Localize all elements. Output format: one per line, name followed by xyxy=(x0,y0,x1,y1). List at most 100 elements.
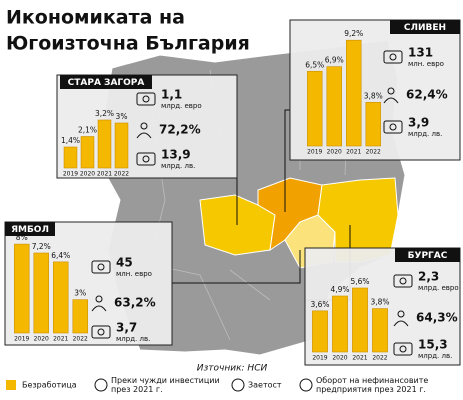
icon xyxy=(142,95,150,103)
icon xyxy=(136,132,152,139)
icon xyxy=(97,328,105,336)
bar xyxy=(72,299,88,334)
panel-title: ЯМБОЛ xyxy=(11,225,49,235)
icon xyxy=(91,260,111,274)
bar xyxy=(33,252,49,334)
x-tick-label: 2020 xyxy=(327,149,342,156)
value-label: 1,4% xyxy=(61,136,80,145)
x-tick-label: 2020 xyxy=(34,336,49,343)
bar xyxy=(114,122,129,169)
value-label: 5,6% xyxy=(350,277,369,286)
x-tick-label: 2021 xyxy=(97,171,112,178)
legend-label: предприятия през 2021 г. xyxy=(316,385,426,394)
icon xyxy=(95,295,103,303)
stat-value: 45 xyxy=(116,256,133,270)
bar xyxy=(53,261,69,334)
bar xyxy=(326,66,342,147)
x-tick-label: 2020 xyxy=(332,355,347,362)
connector xyxy=(172,250,301,284)
panel-header xyxy=(395,248,460,262)
icon xyxy=(397,310,405,318)
stat-unit: млрд. евро xyxy=(161,102,202,110)
bar xyxy=(80,136,95,169)
value-label: 9,2% xyxy=(344,29,363,38)
value-label: 3% xyxy=(116,112,128,121)
x-tick-label: 2019 xyxy=(63,171,78,178)
icon xyxy=(136,152,156,166)
value-label: 3,6% xyxy=(310,300,329,309)
panel-header xyxy=(5,222,55,236)
value-label: 7,2% xyxy=(32,242,51,251)
panel-header xyxy=(390,20,460,34)
icon xyxy=(383,120,403,134)
bar xyxy=(14,243,30,334)
x-tick-label: 2020 xyxy=(80,171,95,178)
legend-icon xyxy=(299,378,313,392)
bar xyxy=(307,70,323,147)
value-label: 3% xyxy=(74,289,86,298)
stat-value: 3,9 xyxy=(408,116,429,130)
icon xyxy=(393,320,409,327)
icon xyxy=(91,305,107,312)
panel-title: СТАРА ЗАГОРА xyxy=(68,78,145,88)
icon xyxy=(140,122,148,130)
x-tick-label: 2022 xyxy=(372,355,387,362)
panel-title: СЛИВЕН xyxy=(404,23,446,33)
legend-swatch xyxy=(6,380,16,390)
legend-label: Преки чужди инвестиции xyxy=(111,376,220,385)
stat-unit: млрд. лв. xyxy=(418,352,452,360)
stat-value: 1,1 xyxy=(161,88,182,102)
stat-unit: млрд. лв. xyxy=(161,162,195,170)
icon xyxy=(142,155,150,163)
icon xyxy=(91,325,111,339)
stat-value: 63,2% xyxy=(114,296,156,310)
value-label: 4,9% xyxy=(330,285,349,294)
x-tick-label: 2019 xyxy=(14,336,29,343)
icon xyxy=(399,345,407,353)
stat-value: 64,3% xyxy=(416,311,458,325)
panel-header xyxy=(60,75,152,89)
stat-value: 3,7 xyxy=(116,321,137,335)
icon xyxy=(383,97,399,104)
stat-unit: млрд. евро xyxy=(418,284,459,292)
bar xyxy=(372,308,388,353)
stat-unit: млрд. лв. xyxy=(408,130,442,138)
icon xyxy=(393,342,413,356)
stat-unit: млн. евро xyxy=(116,270,152,278)
x-tick-label: 2019 xyxy=(312,355,327,362)
icon xyxy=(389,123,397,131)
legend-label: през 2021 г. xyxy=(111,385,163,394)
stat-value: 2,3 xyxy=(418,270,439,284)
value-label: 6,4% xyxy=(51,251,70,260)
source: Източник: НСИ xyxy=(197,364,268,374)
title-line: Югоизточна България xyxy=(6,33,250,55)
legend-icon xyxy=(94,378,108,392)
value-label: 3,8% xyxy=(364,91,383,100)
legend-label: Безработица xyxy=(22,381,77,390)
bar xyxy=(312,310,328,353)
x-tick-label: 2022 xyxy=(114,171,129,178)
x-tick-label: 2021 xyxy=(346,149,361,156)
icon xyxy=(136,92,156,106)
bar xyxy=(97,119,112,169)
bar xyxy=(352,287,368,353)
stat-value: 15,3 xyxy=(418,338,448,352)
stat-value: 62,4% xyxy=(406,88,448,102)
stat-unit: млн. евро xyxy=(408,60,444,68)
icon xyxy=(389,53,397,61)
stat-unit: млрд. лв. xyxy=(116,335,150,343)
x-tick-label: 2021 xyxy=(53,336,68,343)
legend-label: Заетост xyxy=(248,381,282,390)
icon xyxy=(383,50,403,64)
bar xyxy=(365,102,381,147)
x-tick-label: 2019 xyxy=(307,149,322,156)
x-tick-label: 2022 xyxy=(73,336,88,343)
icon xyxy=(393,274,413,288)
stat-value: 131 xyxy=(408,46,433,60)
value-label: 6,5% xyxy=(305,60,324,69)
bar xyxy=(346,39,362,147)
bar xyxy=(63,146,78,169)
value-label: 8% xyxy=(16,233,28,242)
legend-label: Оборот на нефинансовите xyxy=(316,376,428,385)
